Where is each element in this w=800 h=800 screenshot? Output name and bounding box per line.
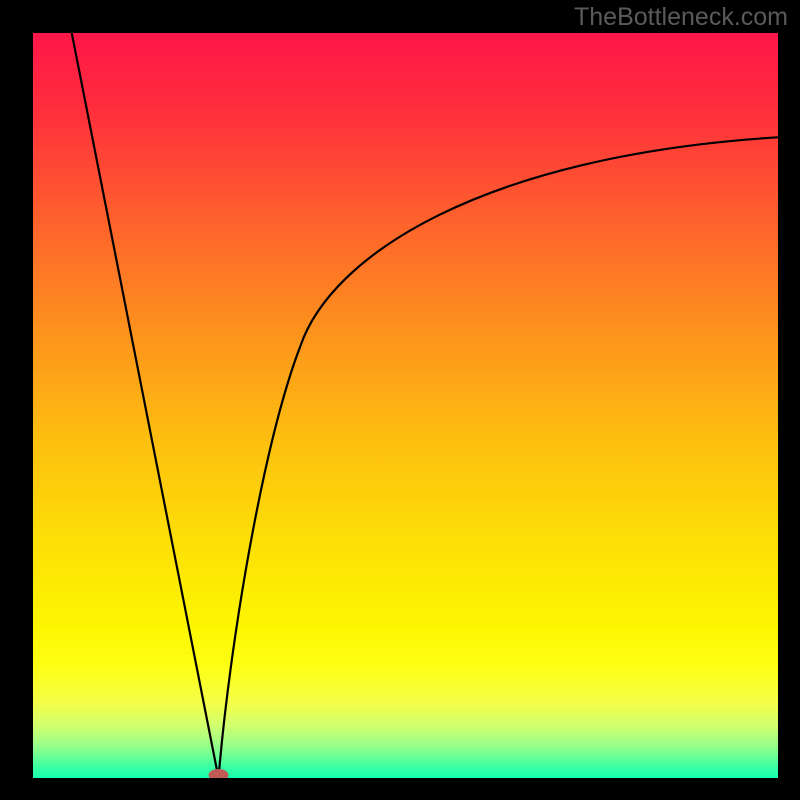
chart-container: TheBottleneck.com <box>0 0 800 800</box>
watermark-text: TheBottleneck.com <box>574 3 788 32</box>
plot-area <box>33 33 778 778</box>
plot-svg <box>33 33 778 778</box>
